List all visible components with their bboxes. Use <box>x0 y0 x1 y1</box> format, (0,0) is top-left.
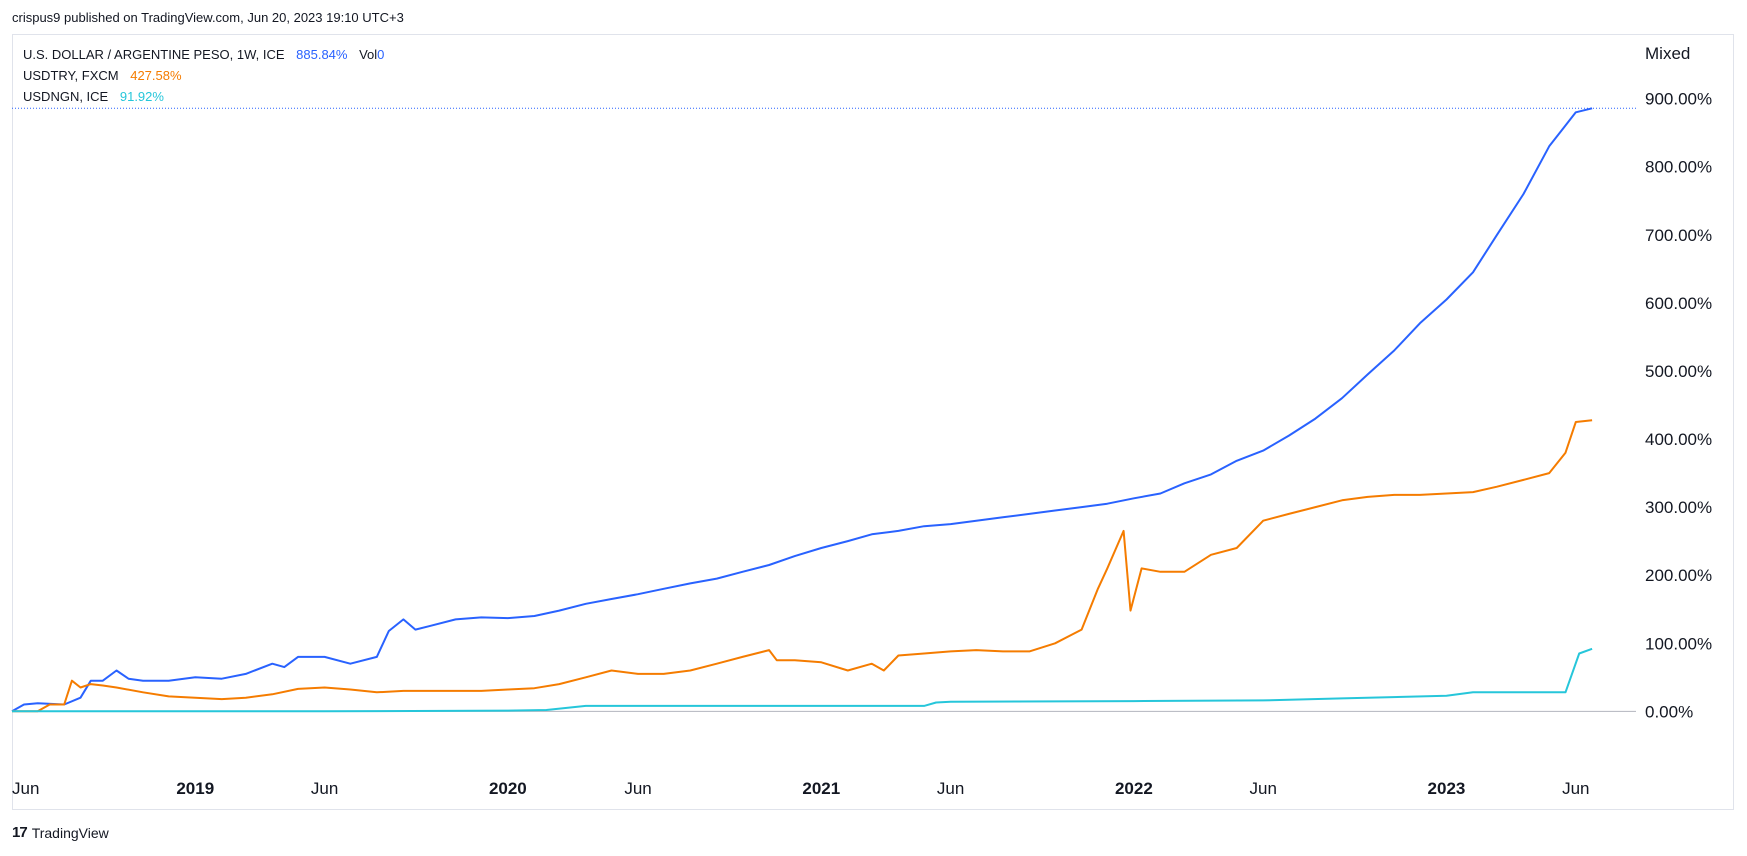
legend-extra-label: Vol <box>359 47 378 62</box>
x-tick-label: 2023 <box>1428 779 1466 798</box>
legend-row-usdars[interactable]: U.S. DOLLAR / ARGENTINE PESO, 1W, ICE 88… <box>23 44 384 65</box>
x-tick-label: 2022 <box>1115 779 1153 798</box>
x-tick-label: Jun <box>937 779 964 798</box>
y-tick-label: 800.00% <box>1645 158 1712 177</box>
y-tick-label: 700.00% <box>1645 226 1712 245</box>
x-tick-label: Jun <box>311 779 338 798</box>
footer-brand[interactable]: TradingView <box>31 824 109 841</box>
x-tick-label: Jun <box>12 779 39 798</box>
x-tick-label: Jun <box>1562 779 1589 798</box>
legend-value: 885.84% <box>296 47 348 62</box>
legend: U.S. DOLLAR / ARGENTINE PESO, 1W, ICE 88… <box>23 44 384 107</box>
y-tick-label: 300.00% <box>1645 498 1712 517</box>
tradingview-logo-icon[interactable]: 17 <box>12 824 28 841</box>
x-tick-label: 2019 <box>176 779 214 798</box>
y-tick-label: 900.00% <box>1645 90 1712 109</box>
legend-label: USDNGN, ICE <box>23 89 109 104</box>
series-line-2[interactable] <box>12 647 1593 713</box>
x-tick-label: Jun <box>1249 779 1276 798</box>
legend-row-usdtry[interactable]: USDTRY, FXCM 427.58% <box>23 65 384 86</box>
y-tick-label: 600.00% <box>1645 294 1712 313</box>
y-tick-label: 500.00% <box>1645 362 1712 381</box>
legend-label: U.S. DOLLAR / ARGENTINE PESO, 1W, ICE <box>23 47 285 62</box>
x-tick-label: Jun <box>624 779 651 798</box>
legend-value: 91.92% <box>119 89 164 104</box>
x-tick-label: 2021 <box>802 779 840 798</box>
legend-extra-value: 0 <box>377 47 385 62</box>
series-line-1[interactable] <box>12 419 1593 713</box>
y-tick-label: 400.00% <box>1645 430 1712 449</box>
legend-value: 427.58% <box>130 68 182 83</box>
published-caption: crispus9 published on TradingView.com, J… <box>12 10 404 25</box>
y-tick-label: 100.00% <box>1645 634 1712 653</box>
chart-frame <box>12 34 1734 810</box>
legend-label: USDTRY, FXCM <box>23 68 119 83</box>
series-line-0[interactable] <box>11 107 1593 713</box>
y-tick-label: 200.00% <box>1645 566 1712 585</box>
scale-mode-label[interactable]: Mixed <box>1645 44 1691 63</box>
x-tick-label: 2020 <box>489 779 527 798</box>
footer: 17 TradingView <box>12 824 109 841</box>
legend-row-usdngn[interactable]: USDNGN, ICE 91.92% <box>23 86 384 107</box>
y-tick-label: 0.00% <box>1645 702 1693 721</box>
